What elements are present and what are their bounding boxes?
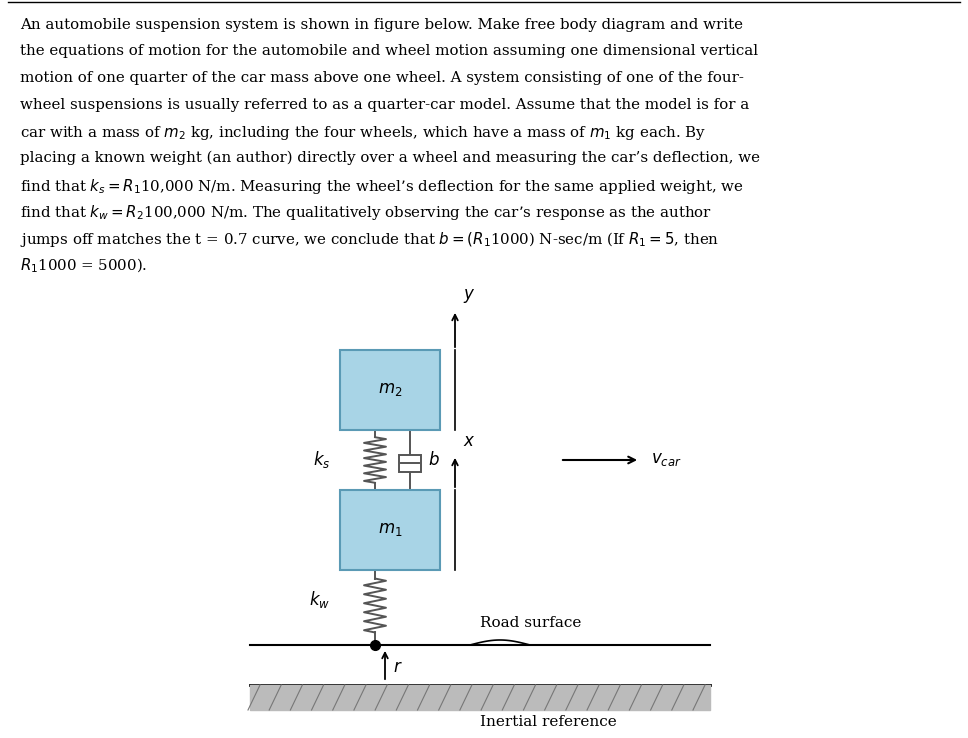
Text: find that $k_w = R_2$100,000 N/m. The qualitatively observing the car’s response: find that $k_w = R_2$100,000 N/m. The qu… bbox=[20, 204, 711, 222]
Bar bbox=[340, 490, 440, 570]
Text: $k_w$: $k_w$ bbox=[309, 590, 330, 610]
Text: jumps off matches the t = 0.7 curve, we conclude that $b = (R_1$1000) N-sec/m (I: jumps off matches the t = 0.7 curve, we … bbox=[20, 230, 719, 249]
Text: Road surface: Road surface bbox=[480, 616, 582, 630]
Bar bbox=[340, 350, 440, 430]
Text: $y$: $y$ bbox=[463, 287, 475, 305]
Text: $R_1$1000 = 5000).: $R_1$1000 = 5000). bbox=[20, 257, 147, 275]
Text: the equations of motion for the automobile and wheel motion assuming one dimensi: the equations of motion for the automobi… bbox=[20, 44, 758, 58]
Text: $m_1$: $m_1$ bbox=[378, 522, 403, 539]
Text: wheel suspensions is usually referred to as a quarter-car model. Assume that the: wheel suspensions is usually referred to… bbox=[20, 97, 749, 111]
Text: find that $k_s = R_1$10,000 N/m. Measuring the wheel’s deflection for the same a: find that $k_s = R_1$10,000 N/m. Measuri… bbox=[20, 177, 743, 196]
Bar bbox=[399, 455, 421, 472]
Text: $v_{car}$: $v_{car}$ bbox=[651, 452, 681, 469]
Text: $b$: $b$ bbox=[428, 451, 439, 469]
Text: car with a mass of $m_2$ kg, including the four wheels, which have a mass of $m_: car with a mass of $m_2$ kg, including t… bbox=[20, 124, 707, 142]
Text: $m_2$: $m_2$ bbox=[378, 382, 403, 399]
Text: $k_s$: $k_s$ bbox=[313, 449, 330, 471]
Text: placing a known weight (an author) directly over a wheel and measuring the car’s: placing a known weight (an author) direc… bbox=[20, 151, 760, 165]
Text: Inertial reference: Inertial reference bbox=[480, 715, 617, 729]
Text: motion of one quarter of the car mass above one wheel. A system consisting of on: motion of one quarter of the car mass ab… bbox=[20, 71, 743, 85]
Text: $x$: $x$ bbox=[463, 433, 475, 450]
Text: An automobile suspension system is shown in figure below. Make free body diagram: An automobile suspension system is shown… bbox=[20, 18, 743, 32]
Text: $r$: $r$ bbox=[393, 660, 403, 677]
